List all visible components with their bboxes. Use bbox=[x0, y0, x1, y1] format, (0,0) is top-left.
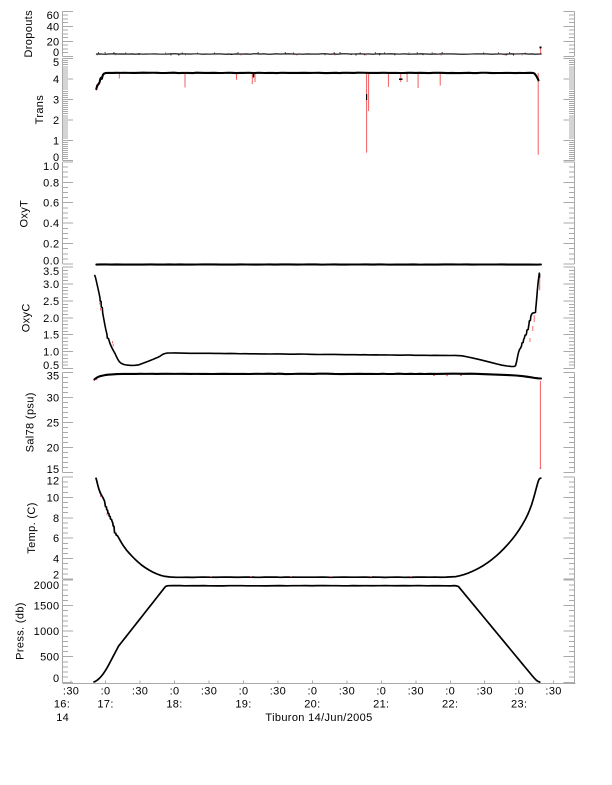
svg-text:1.0: 1.0 bbox=[43, 347, 59, 359]
svg-text:0.6: 0.6 bbox=[43, 198, 59, 210]
svg-text:8: 8 bbox=[53, 513, 59, 525]
svg-text:0.4: 0.4 bbox=[43, 218, 59, 230]
svg-text:12: 12 bbox=[47, 475, 60, 487]
svg-text:15: 15 bbox=[47, 464, 60, 476]
svg-text:0.8: 0.8 bbox=[43, 177, 59, 189]
svg-text:18:: 18: bbox=[166, 699, 182, 711]
svg-text::30: :30 bbox=[270, 686, 286, 698]
svg-text:19:: 19: bbox=[235, 699, 251, 711]
svg-text::0: :0 bbox=[239, 686, 249, 698]
svg-text:3.5: 3.5 bbox=[43, 266, 59, 278]
svg-text:23:: 23: bbox=[511, 699, 527, 711]
svg-text::0: :0 bbox=[445, 686, 455, 698]
svg-text:4: 4 bbox=[53, 74, 59, 86]
svg-text:0.0: 0.0 bbox=[43, 255, 59, 267]
svg-text::0: :0 bbox=[170, 686, 180, 698]
svg-text:1.0: 1.0 bbox=[43, 161, 59, 173]
svg-text:500: 500 bbox=[40, 652, 59, 664]
svg-text:0.5: 0.5 bbox=[43, 360, 59, 372]
svg-text:2: 2 bbox=[53, 115, 59, 127]
svg-text::30: :30 bbox=[132, 686, 148, 698]
svg-text:4: 4 bbox=[53, 554, 59, 566]
svg-text:1500: 1500 bbox=[34, 601, 60, 613]
svg-text:2000: 2000 bbox=[34, 580, 60, 592]
svg-text::0: :0 bbox=[101, 686, 111, 698]
svg-text:5: 5 bbox=[53, 57, 59, 69]
svg-text:21:: 21: bbox=[373, 699, 389, 711]
svg-text:1000: 1000 bbox=[34, 626, 60, 638]
svg-text:10: 10 bbox=[47, 492, 60, 504]
svg-text:Dropouts: Dropouts bbox=[23, 10, 35, 58]
svg-text:OxyC: OxyC bbox=[20, 303, 32, 332]
svg-text:Sal78 (psu): Sal78 (psu) bbox=[24, 392, 36, 452]
svg-text:0: 0 bbox=[53, 47, 59, 59]
svg-text::30: :30 bbox=[408, 686, 424, 698]
svg-text:20: 20 bbox=[47, 36, 60, 48]
svg-text:OxyT: OxyT bbox=[19, 200, 31, 228]
svg-text:2.0: 2.0 bbox=[43, 313, 59, 325]
svg-text:3.0: 3.0 bbox=[43, 279, 59, 291]
svg-text::0: :0 bbox=[307, 686, 317, 698]
svg-text:0: 0 bbox=[53, 673, 59, 685]
svg-text:20:: 20: bbox=[304, 699, 320, 711]
svg-text::0: :0 bbox=[514, 686, 524, 698]
svg-text:17:: 17: bbox=[97, 699, 113, 711]
svg-text:22:: 22: bbox=[442, 699, 458, 711]
svg-text:60: 60 bbox=[47, 10, 60, 22]
svg-text:20: 20 bbox=[47, 442, 60, 454]
svg-text:3: 3 bbox=[53, 94, 59, 106]
svg-text:Press. (db): Press. (db) bbox=[15, 602, 27, 660]
svg-text:40: 40 bbox=[47, 21, 60, 33]
svg-text:Temp. (C): Temp. (C) bbox=[26, 502, 38, 553]
svg-text:25: 25 bbox=[47, 417, 60, 429]
svg-text:30: 30 bbox=[47, 392, 60, 404]
svg-text::0: :0 bbox=[376, 686, 386, 698]
svg-text:Tiburon 14/Jun/2005: Tiburon 14/Jun/2005 bbox=[265, 712, 372, 724]
svg-text::30: :30 bbox=[201, 686, 217, 698]
svg-text:16:: 16: bbox=[54, 699, 70, 711]
svg-text:0.2: 0.2 bbox=[43, 239, 59, 251]
svg-text:1: 1 bbox=[53, 135, 59, 147]
svg-text:0: 0 bbox=[53, 152, 59, 164]
svg-text:35: 35 bbox=[47, 370, 60, 382]
svg-text::30: :30 bbox=[545, 686, 561, 698]
svg-text:1.5: 1.5 bbox=[43, 330, 59, 342]
svg-text:2.5: 2.5 bbox=[43, 296, 59, 308]
svg-text:6: 6 bbox=[53, 533, 59, 545]
svg-text::30: :30 bbox=[477, 686, 493, 698]
svg-text::30: :30 bbox=[339, 686, 355, 698]
svg-text:Trans: Trans bbox=[34, 95, 46, 125]
svg-text:14: 14 bbox=[56, 712, 69, 724]
svg-text:2: 2 bbox=[53, 569, 59, 581]
svg-text::30: :30 bbox=[63, 686, 79, 698]
